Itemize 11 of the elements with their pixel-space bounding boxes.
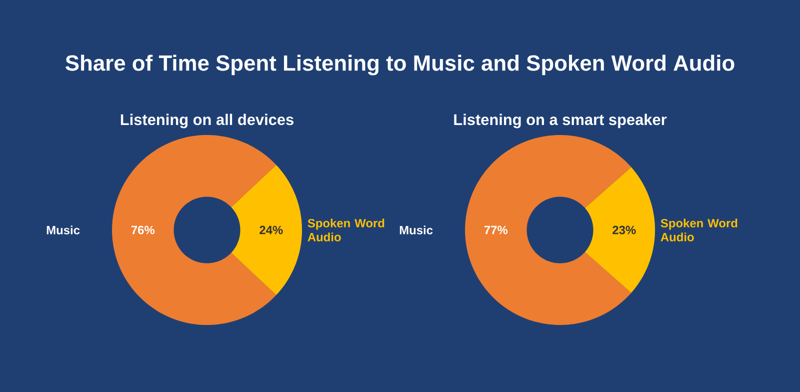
data-label: 24% xyxy=(260,226,283,234)
slice-label: Music xyxy=(400,226,433,234)
chart-title: Share of Time Spent Listening to Music and Spoken Word Audio xyxy=(66,54,734,76)
data-label: 23% xyxy=(612,226,636,234)
chart-title: Listening on a smart speaker xyxy=(454,114,667,128)
data-label: 76% xyxy=(131,226,155,234)
slice-label: Spoken Word Audio xyxy=(308,218,384,242)
slice-label: Spoken Word Audio xyxy=(660,218,738,242)
slice-label: Music xyxy=(46,226,80,234)
data-label: 77% xyxy=(484,226,508,234)
chart-subtitle: Listening on all devices xyxy=(120,114,294,128)
